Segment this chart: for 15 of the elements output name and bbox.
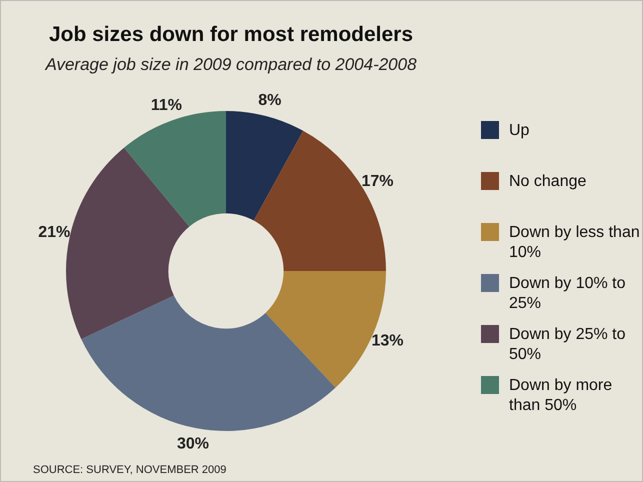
legend-label: Up	[509, 121, 530, 141]
data-label: 17%	[361, 172, 394, 190]
legend-label: Down by less than 10%	[509, 223, 641, 263]
data-label: 8%	[258, 92, 282, 109]
source-note: SOURCE: SURVEY, NOVEMBER 2009	[33, 464, 226, 476]
data-label: 21%	[38, 224, 70, 242]
chart-title: Job sizes down for most remodelers	[48, 23, 414, 47]
legend-label: No change	[509, 172, 586, 192]
data-label: 13%	[372, 332, 404, 350]
data-label: 30%	[177, 435, 210, 452]
legend-label: Down by more than 50%	[509, 376, 614, 416]
data-label: 11%	[150, 96, 182, 114]
chart-subtitle: Average job size in 2009 compared to 2004-2008	[44, 55, 418, 75]
legend-label: Down by 25% to 50%	[509, 325, 627, 365]
legend-label: Down by 10% to 25%	[509, 274, 627, 314]
